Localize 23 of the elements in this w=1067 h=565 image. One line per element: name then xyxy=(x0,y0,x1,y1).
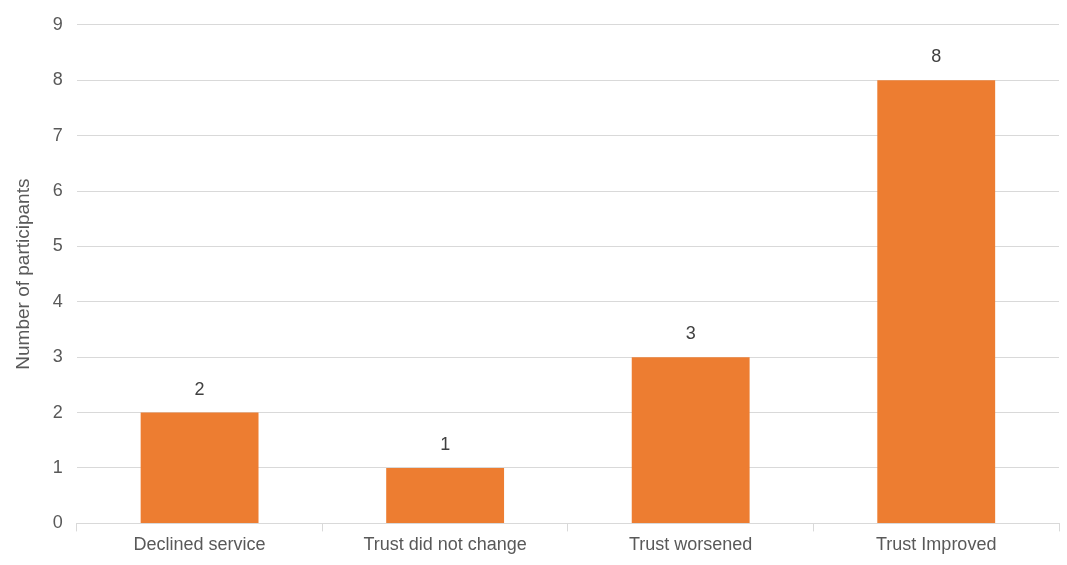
y-tick-label: 2 xyxy=(52,401,63,422)
x-tick-label: Trust did not change xyxy=(363,534,527,555)
y-tick-label: 4 xyxy=(52,290,63,311)
y-tick-label: 3 xyxy=(52,346,63,367)
y-tick-label: 8 xyxy=(52,69,63,90)
bar xyxy=(631,357,750,523)
data-label: 2 xyxy=(194,378,205,399)
data-label: 1 xyxy=(440,433,451,454)
x-tick-label: Declined service xyxy=(133,534,266,555)
data-label: 3 xyxy=(685,323,696,344)
data-label: 8 xyxy=(931,46,942,67)
bar xyxy=(877,80,996,523)
y-tick-label: 7 xyxy=(52,124,63,145)
y-tick-label: 1 xyxy=(52,456,63,477)
x-tick-label: Trust Improved xyxy=(876,534,997,555)
y-tick-label: 0 xyxy=(52,512,63,533)
y-tick-label: 9 xyxy=(52,13,63,34)
bar xyxy=(386,468,505,523)
x-tick-label: Trust worsened xyxy=(628,534,753,555)
y-tick-label: 5 xyxy=(52,235,63,256)
bar xyxy=(140,412,259,523)
y-tick-label: 6 xyxy=(52,179,63,200)
y-axis-title: Number of participants xyxy=(11,178,33,370)
